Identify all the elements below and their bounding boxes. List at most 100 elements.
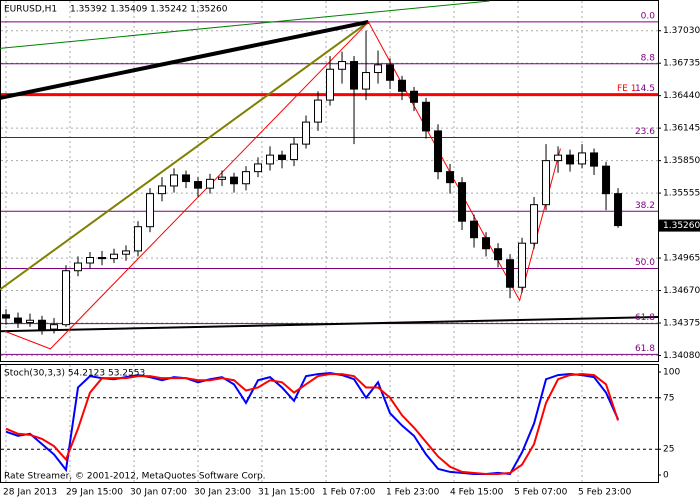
candle-body — [302, 121, 311, 145]
x-tick-label: 1 Feb 07:00 — [322, 488, 376, 498]
x-tick-label: 4 Feb 15:00 — [450, 488, 504, 498]
y-tick-label: 1.35850 — [663, 156, 700, 166]
stoch-title: Stoch(30,3,3) 54.2123 53.2553 — [4, 369, 145, 379]
candle-body — [86, 257, 95, 264]
text-layer: 28 Jan 2013 29 Jan 15:00 30 Jan 07:00 30 Ja… — [3, 11, 700, 498]
x-tick-label: 1 Feb 23:00 — [386, 488, 440, 498]
candle-body — [230, 176, 239, 185]
stoch-line — [5, 373, 619, 475]
chart-title: EURUSD,H1 — [4, 5, 57, 15]
current-price-label: 1.35260 — [663, 221, 700, 231]
candle-body — [110, 253, 119, 260]
y-tick-label: 1.34670 — [663, 286, 700, 296]
candle-body — [374, 64, 383, 74]
candle-body — [446, 171, 455, 184]
candle-body — [338, 61, 347, 70]
current-price-box — [659, 219, 700, 232]
candle-body — [386, 64, 395, 81]
candle-body — [470, 220, 479, 239]
y-tick-label: 0 — [663, 470, 669, 480]
y-tick-label: 1.34080 — [663, 351, 700, 361]
x-tick-label: 5 Feb 23:00 — [578, 488, 632, 498]
trend-line — [0, 21, 370, 291]
candle-body — [602, 165, 611, 195]
y-tick-label: 1.34965 — [663, 254, 700, 264]
stoch-pane-frame — [0, 364, 659, 483]
candle-body — [266, 154, 275, 165]
y-tick-label: 100 — [663, 368, 680, 378]
candle-body — [254, 163, 263, 173]
y-tick-label: 1.37030 — [663, 26, 700, 36]
objects-layer — [0, 0, 659, 355]
candle-body — [170, 174, 179, 187]
candle-body — [434, 130, 443, 173]
candle-body — [242, 171, 251, 185]
x-tick-label: 30 Jan 23:00 — [194, 488, 251, 498]
candle-body — [422, 101, 431, 132]
candle-body — [62, 270, 71, 326]
trend-line — [4, 21, 561, 350]
candle-body — [314, 99, 323, 123]
candle-body — [98, 257, 107, 260]
candle-body — [146, 193, 155, 228]
candle-body — [14, 317, 23, 323]
footer: Rate Streamer, © 2001-2012, MetaQuotes S… — [4, 472, 266, 482]
candle-body — [134, 226, 143, 252]
y-tick-label: 1.34375 — [663, 319, 700, 329]
fib-label: 23.6 — [635, 127, 655, 137]
candle-body — [218, 176, 227, 180]
candle-body — [2, 314, 11, 319]
y-tick-label: 1.35555 — [663, 189, 700, 199]
candle-body — [614, 193, 623, 227]
x-tick-label: 30 Jan 07:00 — [130, 488, 187, 498]
x-tick-label: 31 Jan 15:00 — [258, 488, 315, 498]
fib-label: 50.0 — [635, 258, 655, 268]
candle-body — [362, 72, 371, 90]
y-tick-label: 25 — [663, 445, 674, 455]
fib-label: 14.5 — [635, 84, 655, 94]
candle-body — [506, 259, 515, 288]
trend-line — [0, 315, 659, 333]
x-tick-label: 5 Feb 07:00 — [514, 488, 568, 498]
candle-body — [482, 237, 491, 250]
candle-body — [290, 143, 299, 161]
candle-body — [518, 242, 527, 288]
y-tick-label: 1.36735 — [663, 59, 700, 69]
candle-body — [554, 154, 563, 162]
candle-body — [74, 262, 83, 272]
candle-body — [182, 174, 191, 183]
fib-label: 61.8 — [635, 313, 655, 323]
candles-layer — [2, 30, 623, 476]
candle-body — [458, 182, 467, 222]
candle-body — [206, 178, 215, 189]
fe-label: FE 1 — [617, 84, 636, 94]
candle-body — [542, 160, 551, 206]
fib-label: 8.8 — [641, 53, 656, 63]
candle-body — [590, 152, 599, 167]
quote: 1.35392 1.35409 1.35242 1.35260 — [70, 5, 228, 15]
trend-line — [0, 19, 369, 100]
candle-body — [530, 204, 539, 244]
y-tick-label: 1.36440 — [663, 91, 700, 101]
y-tick-label: 1.36145 — [663, 124, 700, 134]
candle-body — [38, 319, 47, 330]
candle-body — [194, 181, 203, 189]
main-pane-frame — [0, 0, 659, 362]
candle-body — [278, 154, 287, 161]
candle-body — [122, 250, 131, 255]
candle-body — [398, 79, 407, 92]
x-tick-label: 29 Jan 15:00 — [66, 488, 123, 498]
x-tick-label: 28 Jan 2013 — [3, 488, 57, 498]
candle-body — [50, 324, 59, 330]
candle-body — [326, 68, 335, 101]
fib-label: 61.8 — [635, 344, 655, 354]
fib-label: 38.2 — [635, 201, 655, 211]
candle-body — [26, 319, 35, 323]
trend-line — [0, 0, 490, 49]
y-tick-label: 75 — [663, 393, 674, 403]
candle-body — [578, 152, 587, 165]
candle-body — [350, 61, 359, 90]
candle-body — [158, 185, 167, 195]
